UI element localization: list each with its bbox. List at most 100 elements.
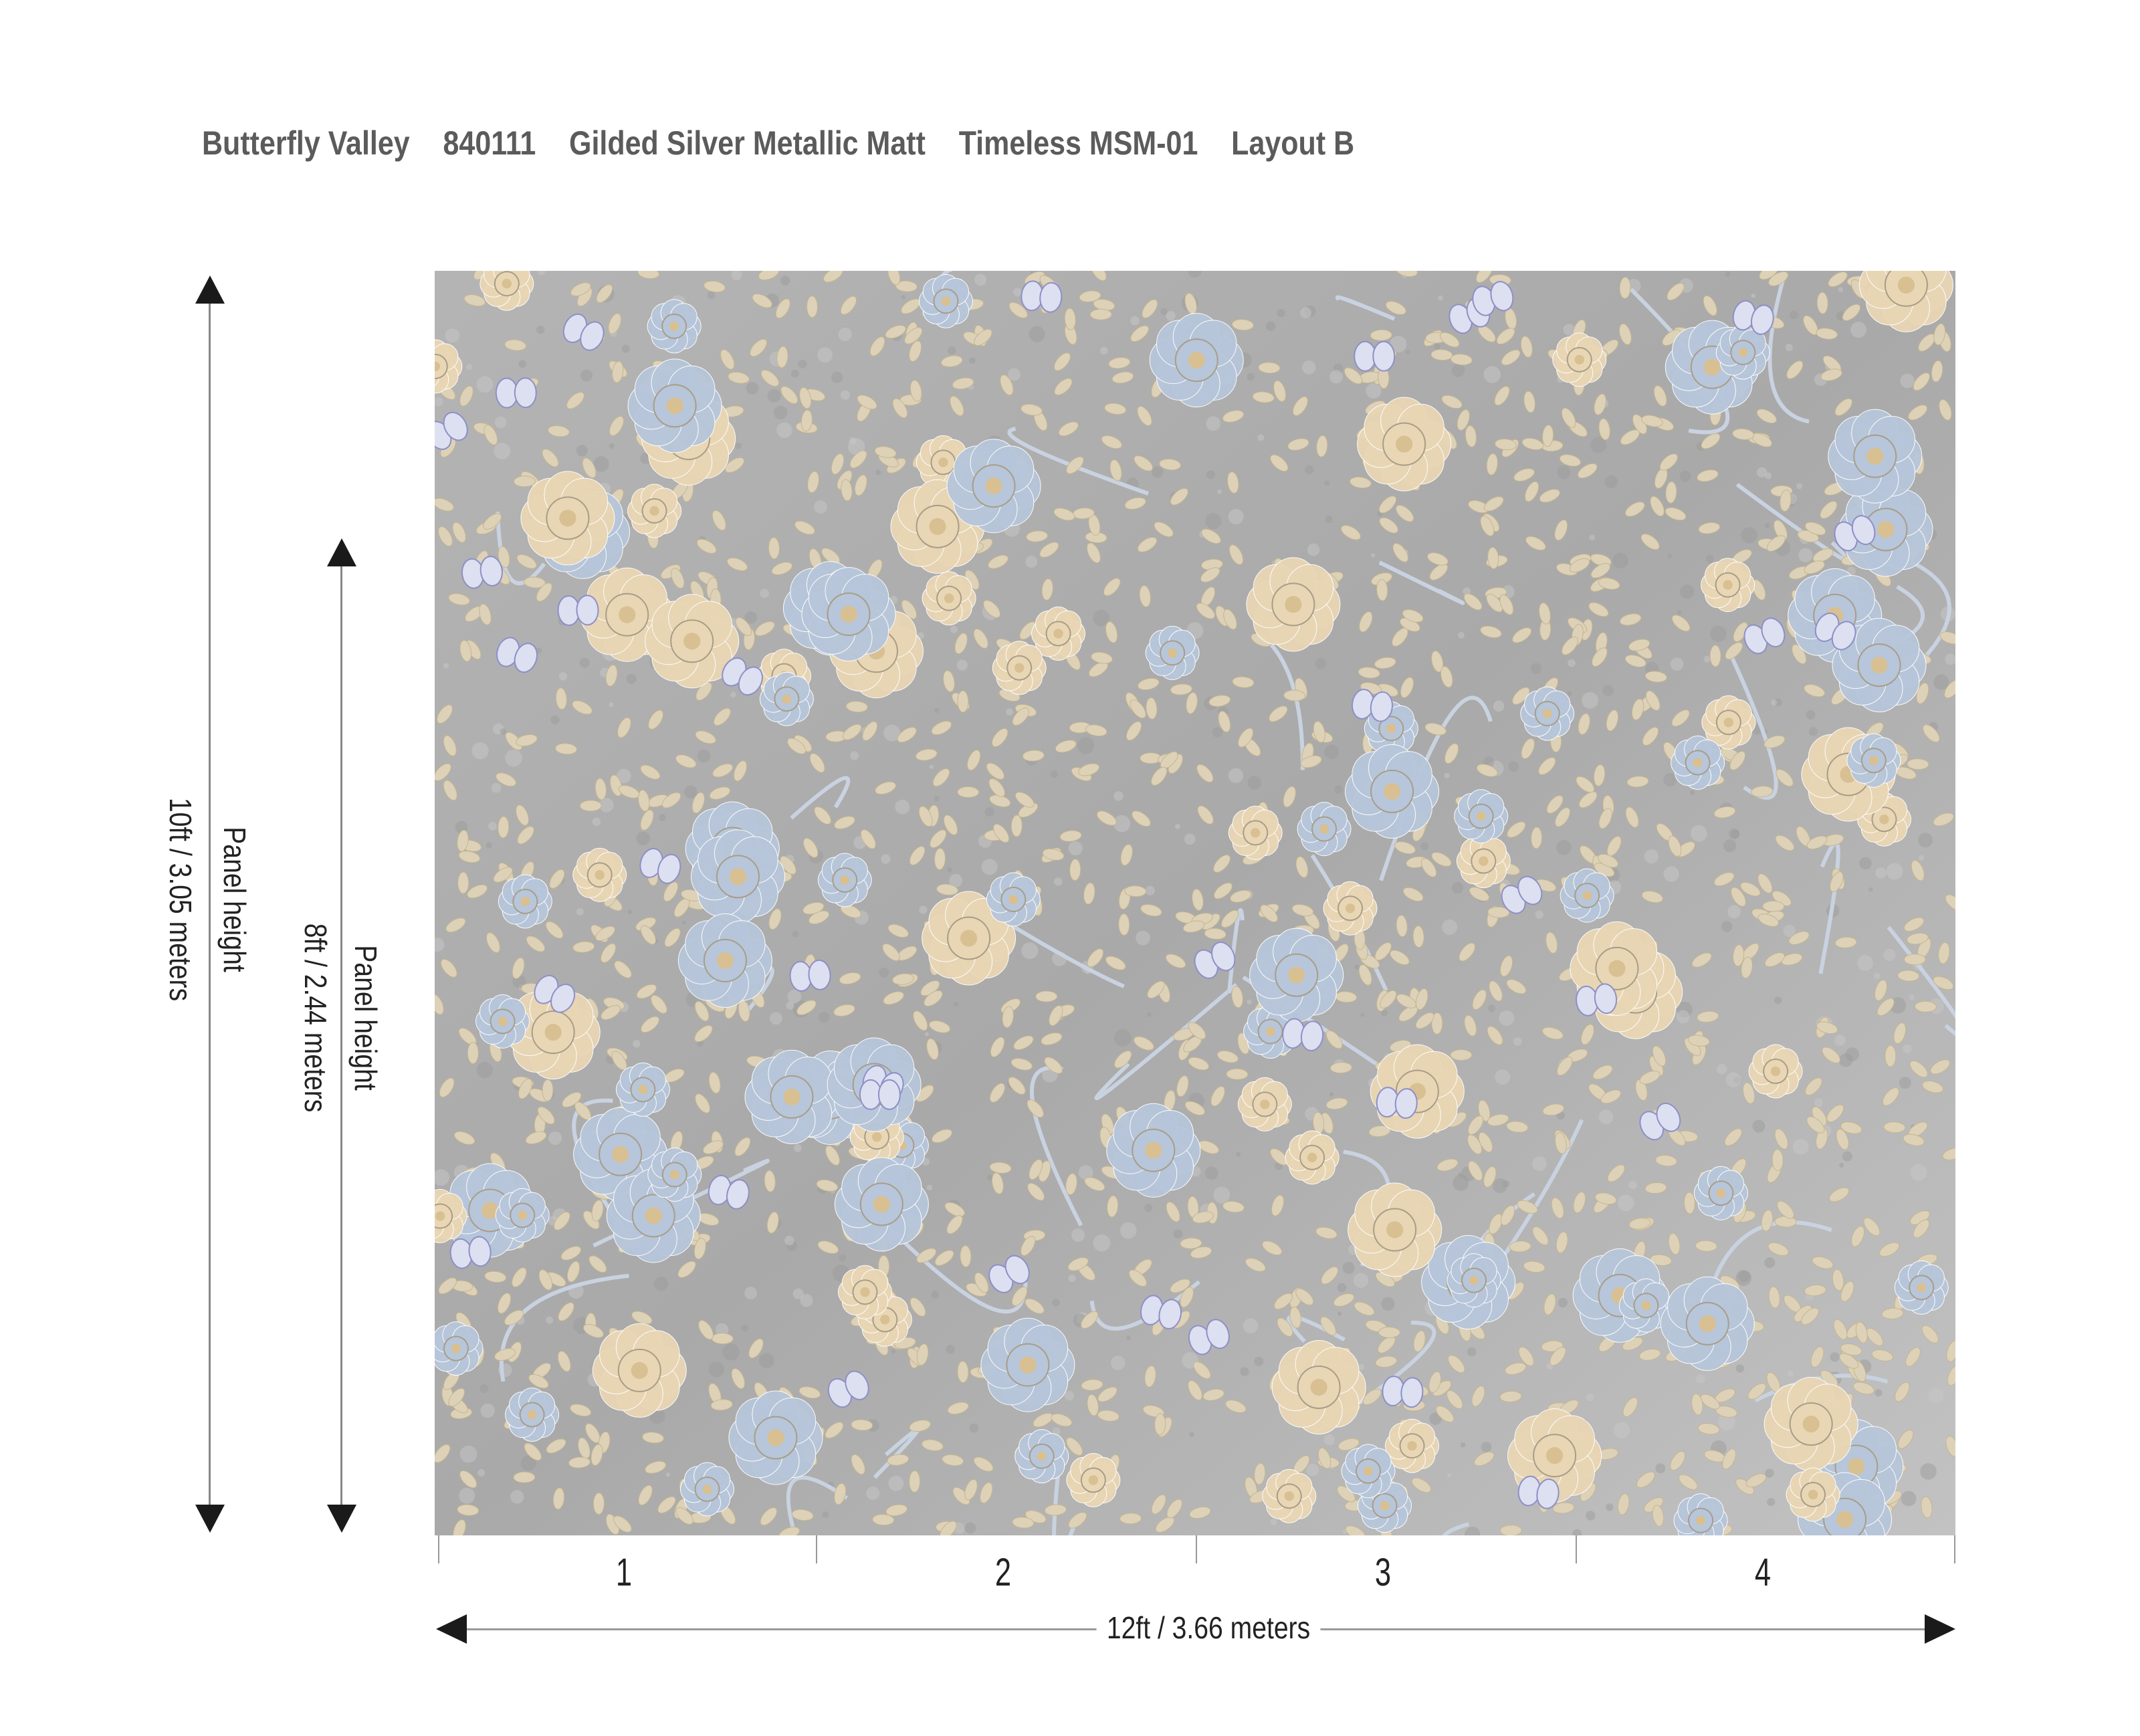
leaf	[664, 928, 681, 948]
leaf	[1698, 522, 1721, 534]
leaf	[1374, 657, 1396, 669]
leaf	[901, 599, 917, 620]
leaf	[661, 792, 681, 808]
leaf	[1505, 1362, 1527, 1376]
leaf	[1626, 776, 1649, 788]
leaf	[1489, 1213, 1503, 1234]
leaf	[504, 339, 527, 351]
leaf	[1400, 677, 1414, 698]
leaf	[1483, 496, 1504, 512]
leaf	[1039, 542, 1059, 558]
leaf	[1228, 544, 1244, 565]
butterfly-icon	[1501, 875, 1543, 914]
leaf	[806, 296, 818, 318]
leaf	[1518, 1346, 1534, 1366]
leaf	[1436, 1158, 1459, 1172]
leaf	[1428, 1371, 1442, 1393]
leaf	[1138, 677, 1160, 691]
leaf	[1486, 453, 1498, 475]
panel-number-1: 1	[615, 1551, 633, 1594]
leaf	[1396, 915, 1408, 938]
leaf	[1577, 463, 1598, 479]
leaf	[1067, 1257, 1089, 1271]
leaf	[675, 754, 697, 768]
leaf	[555, 743, 577, 755]
leaf	[1396, 505, 1414, 522]
leaf	[1531, 827, 1543, 849]
peony-flower	[992, 641, 1047, 695]
leaf	[640, 925, 656, 945]
leaf	[764, 1170, 776, 1192]
leaf	[989, 1083, 1005, 1103]
peony-flower	[479, 271, 534, 311]
leaf	[986, 762, 1004, 780]
leaf	[1766, 535, 1786, 552]
leaf	[1097, 1410, 1119, 1422]
leaf	[1359, 611, 1373, 633]
leaf	[1130, 699, 1146, 719]
leaf	[593, 1492, 605, 1515]
leaf	[1638, 1348, 1661, 1361]
leaf	[1747, 1383, 1766, 1400]
branch	[1818, 841, 1840, 974]
peony-flower	[1801, 727, 1896, 822]
leaf	[989, 1162, 1012, 1174]
leaf	[1226, 1068, 1249, 1080]
leaf	[849, 450, 867, 469]
leaf	[1114, 1051, 1132, 1069]
leaf	[1521, 738, 1535, 760]
product-title: Butterfly Valley 840111 Gilded Silver Me…	[202, 124, 1380, 162]
leaf	[1139, 585, 1151, 607]
leaf	[909, 1297, 926, 1317]
leaf	[1166, 1202, 1180, 1222]
leaf	[1133, 1036, 1154, 1051]
leaf	[1573, 1192, 1586, 1214]
leaf	[513, 475, 536, 487]
leaf	[1829, 871, 1844, 893]
leaf	[453, 1519, 466, 1535]
leaf	[1064, 308, 1076, 330]
leaf	[809, 753, 825, 773]
leaf	[1804, 1285, 1826, 1297]
leaf	[1192, 889, 1204, 911]
leaf	[1761, 1209, 1774, 1232]
leaf	[1539, 603, 1551, 625]
leaf	[595, 926, 615, 942]
leaf	[547, 425, 570, 437]
butterfly-icon	[827, 1370, 869, 1408]
leaf	[942, 1454, 964, 1467]
leaf	[1877, 998, 1895, 1016]
inner-height-arrow-up-icon	[327, 538, 356, 566]
leaf	[1002, 1006, 1014, 1028]
leaf	[1697, 469, 1719, 482]
leaf	[637, 271, 659, 280]
leaf	[1078, 763, 1100, 776]
leaf	[1671, 615, 1691, 632]
leaf	[854, 474, 867, 496]
collection-name: Butterfly Valley	[202, 124, 410, 162]
butterfly-icon	[1382, 1376, 1424, 1408]
leaf	[638, 1485, 653, 1506]
leaf	[712, 510, 726, 531]
leaf	[1147, 980, 1165, 999]
leaf	[516, 734, 538, 747]
leaf	[883, 991, 904, 1005]
leaf	[1775, 835, 1795, 851]
leaf	[1374, 942, 1392, 961]
leaf	[1816, 328, 1838, 340]
leaf	[1325, 1097, 1348, 1110]
leaf	[825, 1422, 844, 1439]
leaf	[992, 823, 1010, 843]
leaf	[631, 1311, 653, 1325]
leaf	[1392, 542, 1408, 562]
peony-flower	[1149, 313, 1244, 408]
leaf	[1598, 577, 1620, 590]
leaf	[1066, 1437, 1083, 1456]
leaf	[1186, 691, 1198, 714]
leaf	[1424, 723, 1447, 736]
peony-flower	[1715, 325, 1770, 380]
leaf	[1562, 637, 1578, 655]
leaf	[1499, 594, 1514, 615]
leaf	[1592, 1065, 1613, 1080]
panel-divider-tick	[1576, 1535, 1577, 1563]
